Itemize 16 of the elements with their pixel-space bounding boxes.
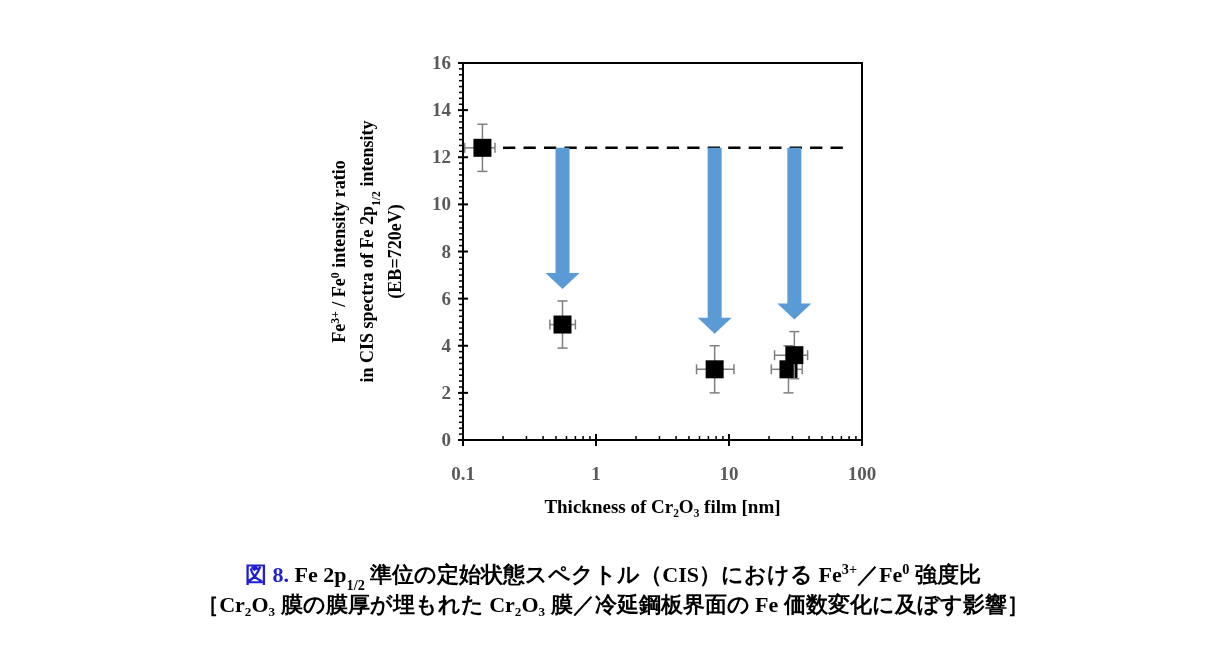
x-tick-label: 100 [847, 463, 877, 484]
text: ［Cr₂O₃ 膜の膜厚が埋もれた Cr₂O₃ 膜／冷延鋼板界面の Fe 価数変化に及ぼす影響］ [197, 592, 1029, 617]
y-tick-label: 4 [441, 334, 452, 356]
y-tick-label: 6 [441, 287, 451, 309]
y-tick-label: 12 [432, 146, 451, 168]
y-tick-label: 2 [441, 381, 451, 403]
y-tick-label: 0 [441, 429, 451, 450]
y-tick-label: 16 [432, 52, 451, 73]
y-tick-label: 8 [441, 240, 451, 262]
y-tick-label: 10 [432, 193, 451, 215]
x-tick-label: 1 [591, 463, 601, 484]
x-tick-label: 0.1 [451, 463, 475, 484]
text: 図 8. Fe 2p$_{1/2}$ 準位の定始状態スペクトル（CIS）における Fe$^{3+}$／Fe$^{0}$ 強度比 [245, 561, 981, 593]
y-tick-label: 14 [432, 99, 452, 121]
x-tick-label: 10 [719, 463, 739, 484]
x-axis-title: Thickness of Cr₂O₃ film [nm] [544, 496, 781, 517]
